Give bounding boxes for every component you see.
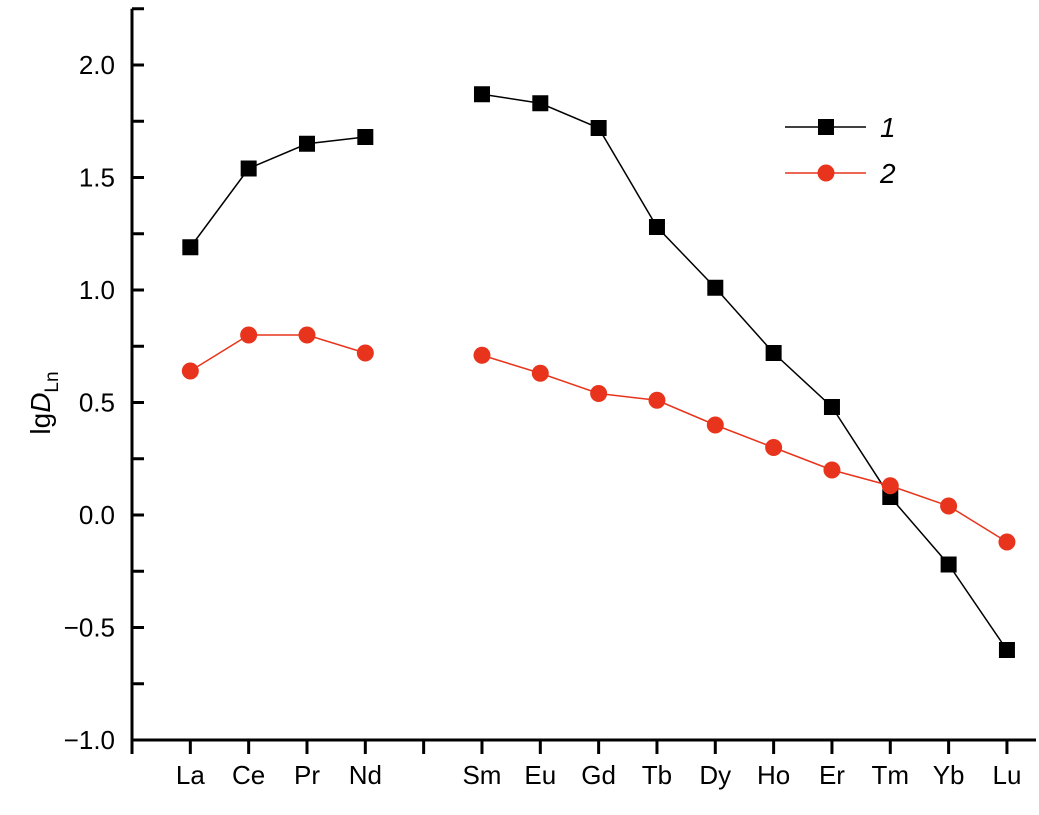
- x-tick-label-pr: Pr: [294, 760, 320, 790]
- point-2-eu: [531, 364, 549, 382]
- x-tick-label-sm: Sm: [462, 760, 501, 790]
- legend-entry-2: 2: [785, 158, 896, 189]
- legend-marker-square: [818, 119, 834, 135]
- series-1-line: [481, 93, 1008, 651]
- series-2-line: [481, 354, 1008, 543]
- point-1-eu: [532, 95, 549, 112]
- point-1-tb: [648, 219, 665, 235]
- y-tick-label: 1.0: [79, 275, 115, 305]
- point-2-la: [181, 362, 199, 380]
- series-2-line: [189, 334, 366, 372]
- legend-entry-1: 1: [785, 112, 896, 143]
- point-1-ce: [240, 160, 257, 177]
- point-2-gd: [590, 385, 608, 402]
- x-tick-label-dy: Dy: [699, 760, 731, 790]
- point-1-yb: [940, 556, 957, 573]
- point-1-ho: [765, 345, 782, 361]
- series-1: [182, 86, 1015, 658]
- point-2-yb: [940, 497, 958, 515]
- point-1-nd: [357, 129, 374, 145]
- x-tick-label-nd: Nd: [349, 760, 382, 790]
- point-2-sm: [473, 346, 491, 364]
- legend-marker-circle: [817, 164, 835, 182]
- point-1-er: [823, 399, 840, 415]
- x-tick-label-tb: Tb: [642, 760, 672, 790]
- point-2-nd: [356, 344, 374, 362]
- point-1-sm: [473, 86, 490, 103]
- x-tick-label-gd: Gd: [581, 760, 616, 790]
- y-axis-label-main: lgD: [25, 393, 56, 435]
- point-2-tb: [648, 391, 666, 409]
- point-1-lu: [998, 642, 1015, 658]
- x-tick-label-tm: Tm: [872, 760, 910, 790]
- x-tick-label-lu: Lu: [992, 760, 1021, 790]
- point-2-pr: [298, 326, 316, 344]
- legend-label: 2: [879, 158, 896, 189]
- x-tick-label-er: Er: [819, 760, 845, 790]
- point-1-dy: [707, 279, 724, 296]
- legend: 12: [785, 112, 896, 189]
- point-2-lu: [998, 533, 1016, 551]
- y-axis-label-subscript: Ln: [42, 371, 63, 392]
- y-tick-label: −0.5: [64, 613, 115, 643]
- axes: −1.0 −0.5 0.0 0.5 1.0 1.5 2.0 La Ce Pr Nd Sm Eu Gd Tb D…: [64, 7, 1036, 790]
- point-2-ho: [765, 439, 783, 456]
- series-layer: [181, 86, 1016, 658]
- y-tick-label: 2.0: [79, 50, 115, 80]
- x-tick-label-eu: Eu: [524, 760, 556, 790]
- x-tick-label-yb: Yb: [933, 760, 965, 790]
- y-tick-label: 0.0: [79, 500, 115, 530]
- x-tick-label-la: La: [176, 760, 205, 790]
- legend-label: 1: [880, 112, 896, 143]
- point-2-dy: [706, 416, 724, 434]
- point-1-la: [182, 239, 199, 256]
- y-axis-label: lgDLn: [25, 371, 63, 434]
- point-1-gd: [590, 120, 607, 136]
- y-tick-label: 1.5: [79, 163, 115, 193]
- series-1-line: [189, 136, 366, 248]
- point-2-er: [823, 461, 841, 479]
- x-tick-label-ce: Ce: [232, 760, 265, 790]
- x-tick-label-ho: Ho: [757, 760, 790, 790]
- point-2-tm: [881, 477, 899, 495]
- point-2-ce: [240, 326, 258, 344]
- y-tick-label: −1.0: [64, 725, 115, 755]
- y-tick-label: 0.5: [79, 388, 115, 418]
- point-1-pr: [298, 135, 315, 152]
- series-2: [181, 326, 1016, 551]
